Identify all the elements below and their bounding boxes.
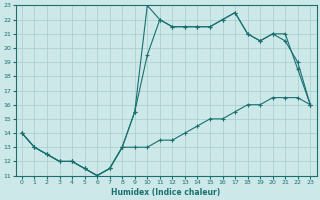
X-axis label: Humidex (Indice chaleur): Humidex (Indice chaleur) — [111, 188, 221, 197]
